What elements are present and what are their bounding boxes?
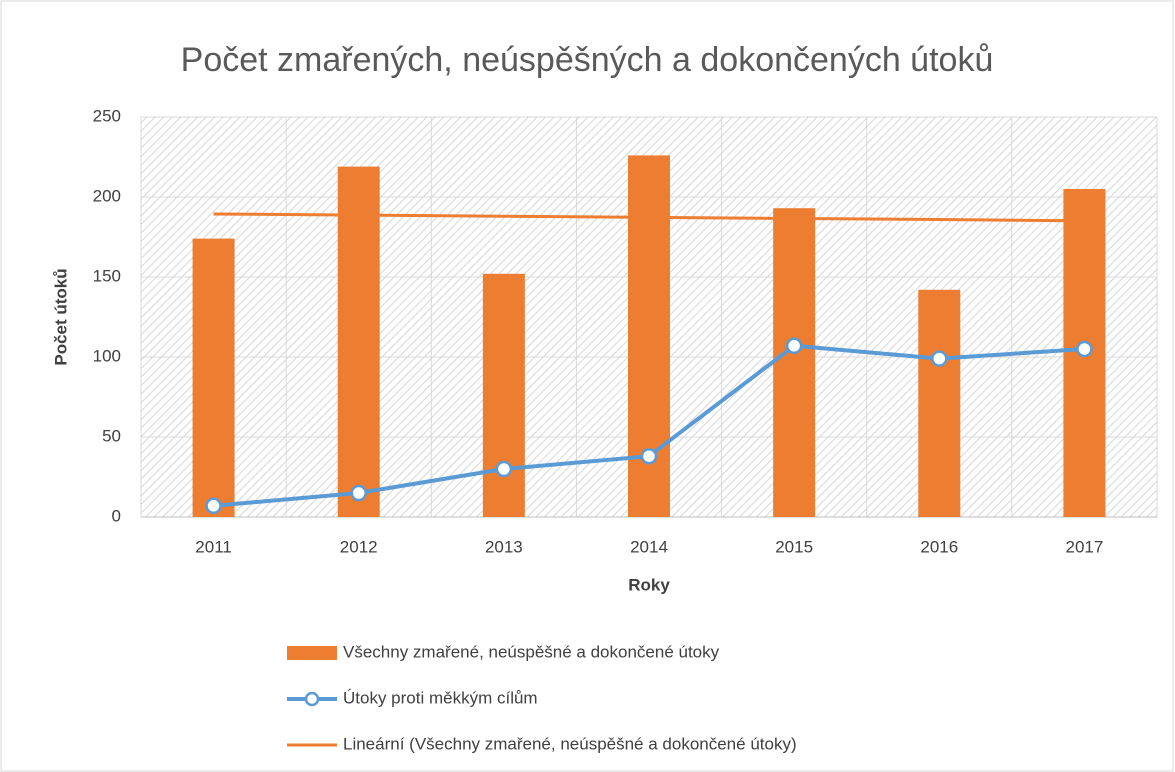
bar <box>918 289 961 517</box>
y-tick-label: 200 <box>93 186 121 205</box>
line-marker <box>1076 340 1093 358</box>
line-marker <box>785 337 803 355</box>
y-tick-label: 100 <box>93 346 121 365</box>
y-axis-label: Počet útoků <box>51 268 70 365</box>
y-tick-label: 0 <box>112 506 121 525</box>
line-marker <box>640 447 658 465</box>
y-tick-label: 150 <box>93 266 121 285</box>
legend-swatch <box>287 646 337 660</box>
legend-label: Útoky proti měkkým cílům <box>343 688 538 707</box>
bar <box>337 166 380 517</box>
x-tick-label: 2013 <box>485 537 523 556</box>
y-tick-label: 50 <box>102 426 121 445</box>
x-tick-label: 2017 <box>1066 537 1104 556</box>
y-tick-label: 250 <box>93 106 121 125</box>
x-tick-label: 2014 <box>630 537 668 556</box>
legend-label: Lineární (Všechny zmařené, neúspěšné a d… <box>343 734 797 753</box>
x-tick-label: 2012 <box>340 537 378 556</box>
x-axis-label: Roky <box>628 575 670 594</box>
line-marker <box>205 497 222 515</box>
chart-title: Počet zmařených, neúspěšných a dokončený… <box>181 41 994 79</box>
bar <box>773 208 816 517</box>
bar <box>192 238 235 517</box>
legend-marker <box>304 691 320 707</box>
x-tick-label: 2016 <box>920 537 958 556</box>
line-marker <box>495 460 513 478</box>
line-marker <box>931 350 948 367</box>
trend-line <box>213 212 1085 223</box>
x-tick-label: 2011 <box>195 537 232 556</box>
x-tick-label: 2015 <box>775 537 813 556</box>
bar <box>482 273 525 517</box>
legend-label: Všechny zmařené, neúspěšné a dokončené ú… <box>343 642 720 661</box>
line-marker <box>350 484 367 502</box>
